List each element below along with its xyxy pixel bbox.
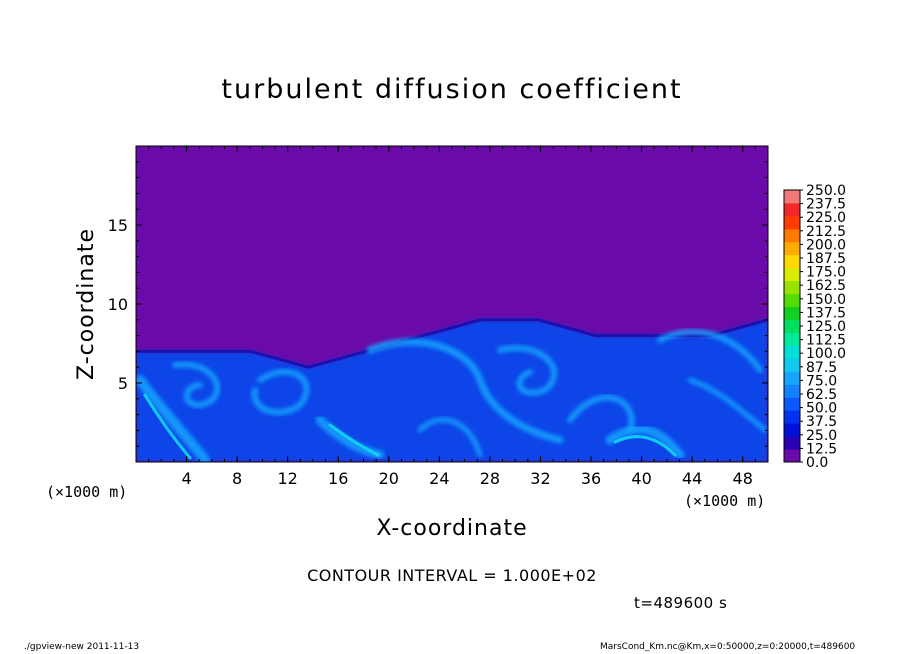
eddy-10 xyxy=(657,329,763,373)
colorbar-swatch-19 xyxy=(784,202,800,217)
turbulent-layer xyxy=(136,319,768,462)
colorbar-label-37.5: 37.5 xyxy=(806,414,837,430)
x-unit-right: (×1000 m) xyxy=(684,492,765,510)
colorbar-label-75.0: 75.0 xyxy=(806,373,837,389)
eddy-6 xyxy=(417,417,483,458)
x-tick-label-40: 40 xyxy=(631,469,651,488)
x-tick-label-16: 16 xyxy=(328,469,348,488)
colorbar-label-225.0: 225.0 xyxy=(806,210,846,226)
eddy-core-2 xyxy=(328,423,380,457)
x-tick-label-8: 8 xyxy=(232,469,242,488)
colorbar-label-87.5: 87.5 xyxy=(806,360,837,376)
colorbar-swatch-8 xyxy=(784,345,800,359)
x-tick-label-28: 28 xyxy=(480,469,500,488)
colorbar-swatch-20 xyxy=(784,190,800,204)
eddy-2 xyxy=(172,361,221,409)
colorbar-label-100.0: 100.0 xyxy=(806,346,846,362)
contour-interval-label: CONTOUR INTERVAL = 1.000E+02 xyxy=(307,566,597,585)
turbulent-field xyxy=(136,318,768,462)
colorbar-swatch-4 xyxy=(784,397,800,411)
colorbar-label-125.0: 125.0 xyxy=(806,319,846,335)
colorbar-swatch-13 xyxy=(784,280,800,295)
x-tick-label-24: 24 xyxy=(429,469,449,488)
colorbar-label-12.5: 12.5 xyxy=(806,441,837,457)
colorbar-label-0.0: 0.0 xyxy=(806,455,828,471)
colorbar-swatch-11 xyxy=(784,306,800,321)
colorbar-swatch-10 xyxy=(784,319,800,333)
y-tick-label-15: 15 xyxy=(108,216,128,235)
colorbar-swatch-18 xyxy=(784,215,800,230)
colorbar-swatch-0 xyxy=(784,449,800,463)
x-tick-label-20: 20 xyxy=(379,469,399,488)
y-tick-label-10: 10 xyxy=(108,295,128,314)
colorbar-label-162.5: 162.5 xyxy=(806,278,846,294)
colorbar-swatch-15 xyxy=(784,254,800,269)
x-tick-label-12: 12 xyxy=(278,469,298,488)
colorbar-swatch-7 xyxy=(784,358,800,372)
chart-title: turbulent diffusion coefficient xyxy=(221,74,683,105)
colorbar-label-212.5: 212.5 xyxy=(806,224,846,240)
x-unit-left: (×1000 m) xyxy=(46,483,127,501)
colorbar-swatch-2 xyxy=(784,423,800,437)
colorbar-swatch-5 xyxy=(784,384,800,398)
colorbar-swatch-9 xyxy=(784,332,800,346)
colorbar-label-237.5: 237.5 xyxy=(806,197,846,213)
footer-source: MarsCond_Km.nc@Km,x=0:50000,z=0:20000,t=… xyxy=(600,642,856,652)
eddy-1 xyxy=(136,375,210,462)
colorbar-swatch-17 xyxy=(784,228,800,243)
colorbar-swatch-6 xyxy=(784,371,800,385)
colorbar-label-25.0: 25.0 xyxy=(806,428,837,444)
colorbar-swatch-12 xyxy=(784,293,800,308)
eddy-11 xyxy=(687,377,768,433)
colorbar-swatch-16 xyxy=(784,241,800,256)
colorbar-label-137.5: 137.5 xyxy=(806,305,846,321)
x-tick-label-4: 4 xyxy=(181,469,191,488)
colorbar-label-250.0: 250.0 xyxy=(806,183,846,199)
y-axis-title: Z-coordinate xyxy=(74,228,99,380)
eddy-7 xyxy=(497,345,558,396)
time-label: t=489600 s xyxy=(634,594,728,612)
colorbar: 0.012.525.037.550.062.575.087.5100.0112.… xyxy=(783,183,846,471)
colorbar-label-50.0: 50.0 xyxy=(806,401,837,417)
x-tick-label-32: 32 xyxy=(530,469,550,488)
eddy-core-1 xyxy=(143,393,192,460)
plot-area xyxy=(135,145,769,463)
eddy-5 xyxy=(366,338,564,444)
colorbar-label-112.5: 112.5 xyxy=(806,333,846,349)
eddy-9 xyxy=(605,424,685,460)
colorbar-label-150.0: 150.0 xyxy=(806,292,846,308)
colorbar-swatch-1 xyxy=(784,436,800,450)
colorbar-swatch-14 xyxy=(784,267,800,282)
colorbar-swatch-3 xyxy=(784,410,800,424)
footer-command: ./gpview-new 2011-11-13 xyxy=(24,642,140,652)
y-tick-label-5: 5 xyxy=(118,374,128,393)
eddy-3 xyxy=(251,368,310,416)
eddy-8 xyxy=(567,394,635,433)
x-tick-label-44: 44 xyxy=(682,469,702,488)
y-axis: 5 10 15 xyxy=(108,161,768,447)
colorbar-label-62.5: 62.5 xyxy=(806,387,837,403)
x-axis-title: X-coordinate xyxy=(376,516,527,541)
x-axis: 4 8 12 16 20 24 28 32 36 40 44 48 xyxy=(148,146,756,488)
eddy-core-3 xyxy=(613,435,677,457)
colorbar-label-187.5: 187.5 xyxy=(806,251,846,267)
x-tick-label-36: 36 xyxy=(581,469,601,488)
colorbar-label-200.0: 200.0 xyxy=(806,237,846,253)
colorbar-label-175.0: 175.0 xyxy=(806,265,846,281)
x-tick-label-48: 48 xyxy=(733,469,753,488)
